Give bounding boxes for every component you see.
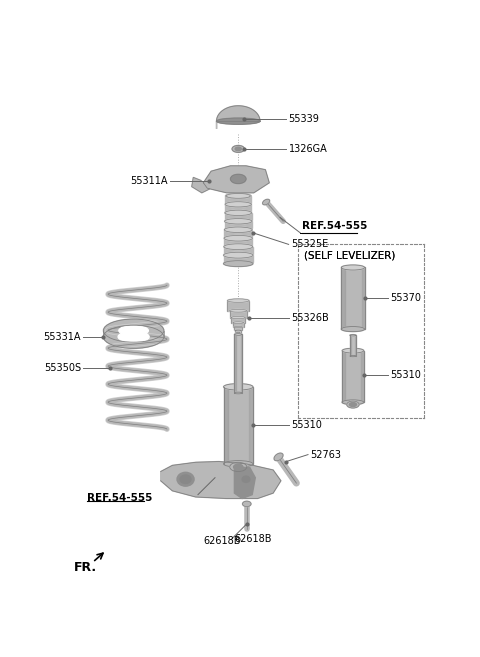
Ellipse shape [233, 322, 244, 323]
Bar [342, 351, 364, 402]
Ellipse shape [341, 265, 365, 270]
Bar [341, 267, 365, 329]
Bar [225, 204, 252, 212]
Bar [233, 323, 244, 327]
Bar [355, 335, 356, 356]
Polygon shape [161, 461, 281, 499]
Polygon shape [204, 166, 269, 193]
Bar [234, 327, 242, 330]
Ellipse shape [341, 327, 365, 332]
Bar [350, 335, 351, 356]
Text: (SELF LEVELIZER): (SELF LEVELIZER) [304, 250, 396, 260]
Bar [231, 317, 245, 323]
Bar [236, 333, 240, 334]
Bar [361, 351, 364, 402]
Text: 55331A: 55331A [43, 332, 81, 342]
Ellipse shape [225, 210, 252, 215]
Ellipse shape [225, 219, 252, 224]
Bar [224, 238, 252, 246]
Ellipse shape [224, 227, 252, 233]
Ellipse shape [230, 174, 246, 183]
Ellipse shape [231, 317, 245, 319]
Bar [224, 255, 253, 262]
Ellipse shape [342, 400, 364, 405]
Ellipse shape [239, 474, 253, 485]
Ellipse shape [232, 145, 244, 152]
Ellipse shape [103, 319, 164, 342]
Text: (SELF LEVELIZER): (SELF LEVELIZER) [304, 251, 396, 261]
Text: 55310: 55310 [291, 420, 322, 430]
Ellipse shape [234, 392, 242, 394]
Bar [350, 335, 356, 356]
Polygon shape [216, 106, 260, 129]
Bar [226, 196, 251, 203]
Ellipse shape [225, 202, 252, 207]
Text: 55311A: 55311A [130, 176, 168, 186]
Ellipse shape [224, 244, 252, 250]
Text: REF.54-555: REF.54-555 [302, 221, 367, 231]
Bar [234, 334, 236, 393]
Text: FR.: FR. [74, 561, 97, 574]
Ellipse shape [226, 193, 251, 198]
Bar [224, 230, 252, 237]
Bar [225, 221, 252, 229]
Ellipse shape [274, 453, 283, 461]
Ellipse shape [118, 331, 149, 342]
Bar [234, 334, 242, 393]
Ellipse shape [180, 475, 191, 484]
Text: 55310: 55310 [390, 371, 421, 380]
Bar [362, 267, 365, 329]
Ellipse shape [350, 334, 356, 336]
Ellipse shape [224, 252, 253, 258]
Ellipse shape [349, 403, 357, 407]
Ellipse shape [119, 326, 148, 336]
Text: REF.54-555: REF.54-555 [87, 493, 153, 503]
Bar [224, 246, 252, 254]
Text: 55326B: 55326B [291, 313, 329, 323]
Text: 55339: 55339 [288, 114, 320, 124]
Text: 62618B: 62618B [204, 536, 241, 546]
Ellipse shape [347, 401, 359, 408]
Text: 55325E: 55325E [291, 239, 328, 250]
Text: 52763: 52763 [311, 449, 341, 460]
Ellipse shape [224, 461, 253, 467]
Ellipse shape [228, 299, 249, 302]
Ellipse shape [230, 463, 247, 472]
Bar [224, 387, 253, 464]
Ellipse shape [226, 193, 251, 198]
Polygon shape [192, 177, 210, 193]
Ellipse shape [216, 118, 260, 124]
Ellipse shape [224, 261, 253, 267]
Text: 55350S: 55350S [44, 363, 81, 373]
Bar [341, 267, 345, 329]
Ellipse shape [342, 348, 364, 353]
Text: 55370: 55370 [390, 293, 421, 304]
Ellipse shape [242, 501, 251, 507]
Bar [229, 311, 247, 317]
Ellipse shape [235, 330, 241, 331]
Bar [241, 334, 242, 393]
Bar [235, 330, 241, 333]
Ellipse shape [263, 199, 270, 205]
Bar [225, 213, 252, 220]
Ellipse shape [235, 147, 241, 150]
Ellipse shape [234, 334, 242, 335]
Bar [228, 301, 249, 311]
Polygon shape [234, 467, 255, 499]
Text: 62618B: 62618B [234, 533, 272, 543]
Ellipse shape [103, 325, 164, 348]
Ellipse shape [350, 355, 356, 357]
Ellipse shape [229, 309, 247, 312]
Text: 1326GA: 1326GA [288, 144, 327, 154]
Ellipse shape [177, 472, 194, 486]
Bar [250, 387, 253, 464]
Bar [224, 387, 228, 464]
Ellipse shape [234, 327, 242, 328]
Ellipse shape [224, 235, 252, 241]
Ellipse shape [242, 476, 250, 482]
Ellipse shape [234, 464, 243, 470]
Bar [342, 351, 345, 402]
Ellipse shape [224, 384, 253, 390]
